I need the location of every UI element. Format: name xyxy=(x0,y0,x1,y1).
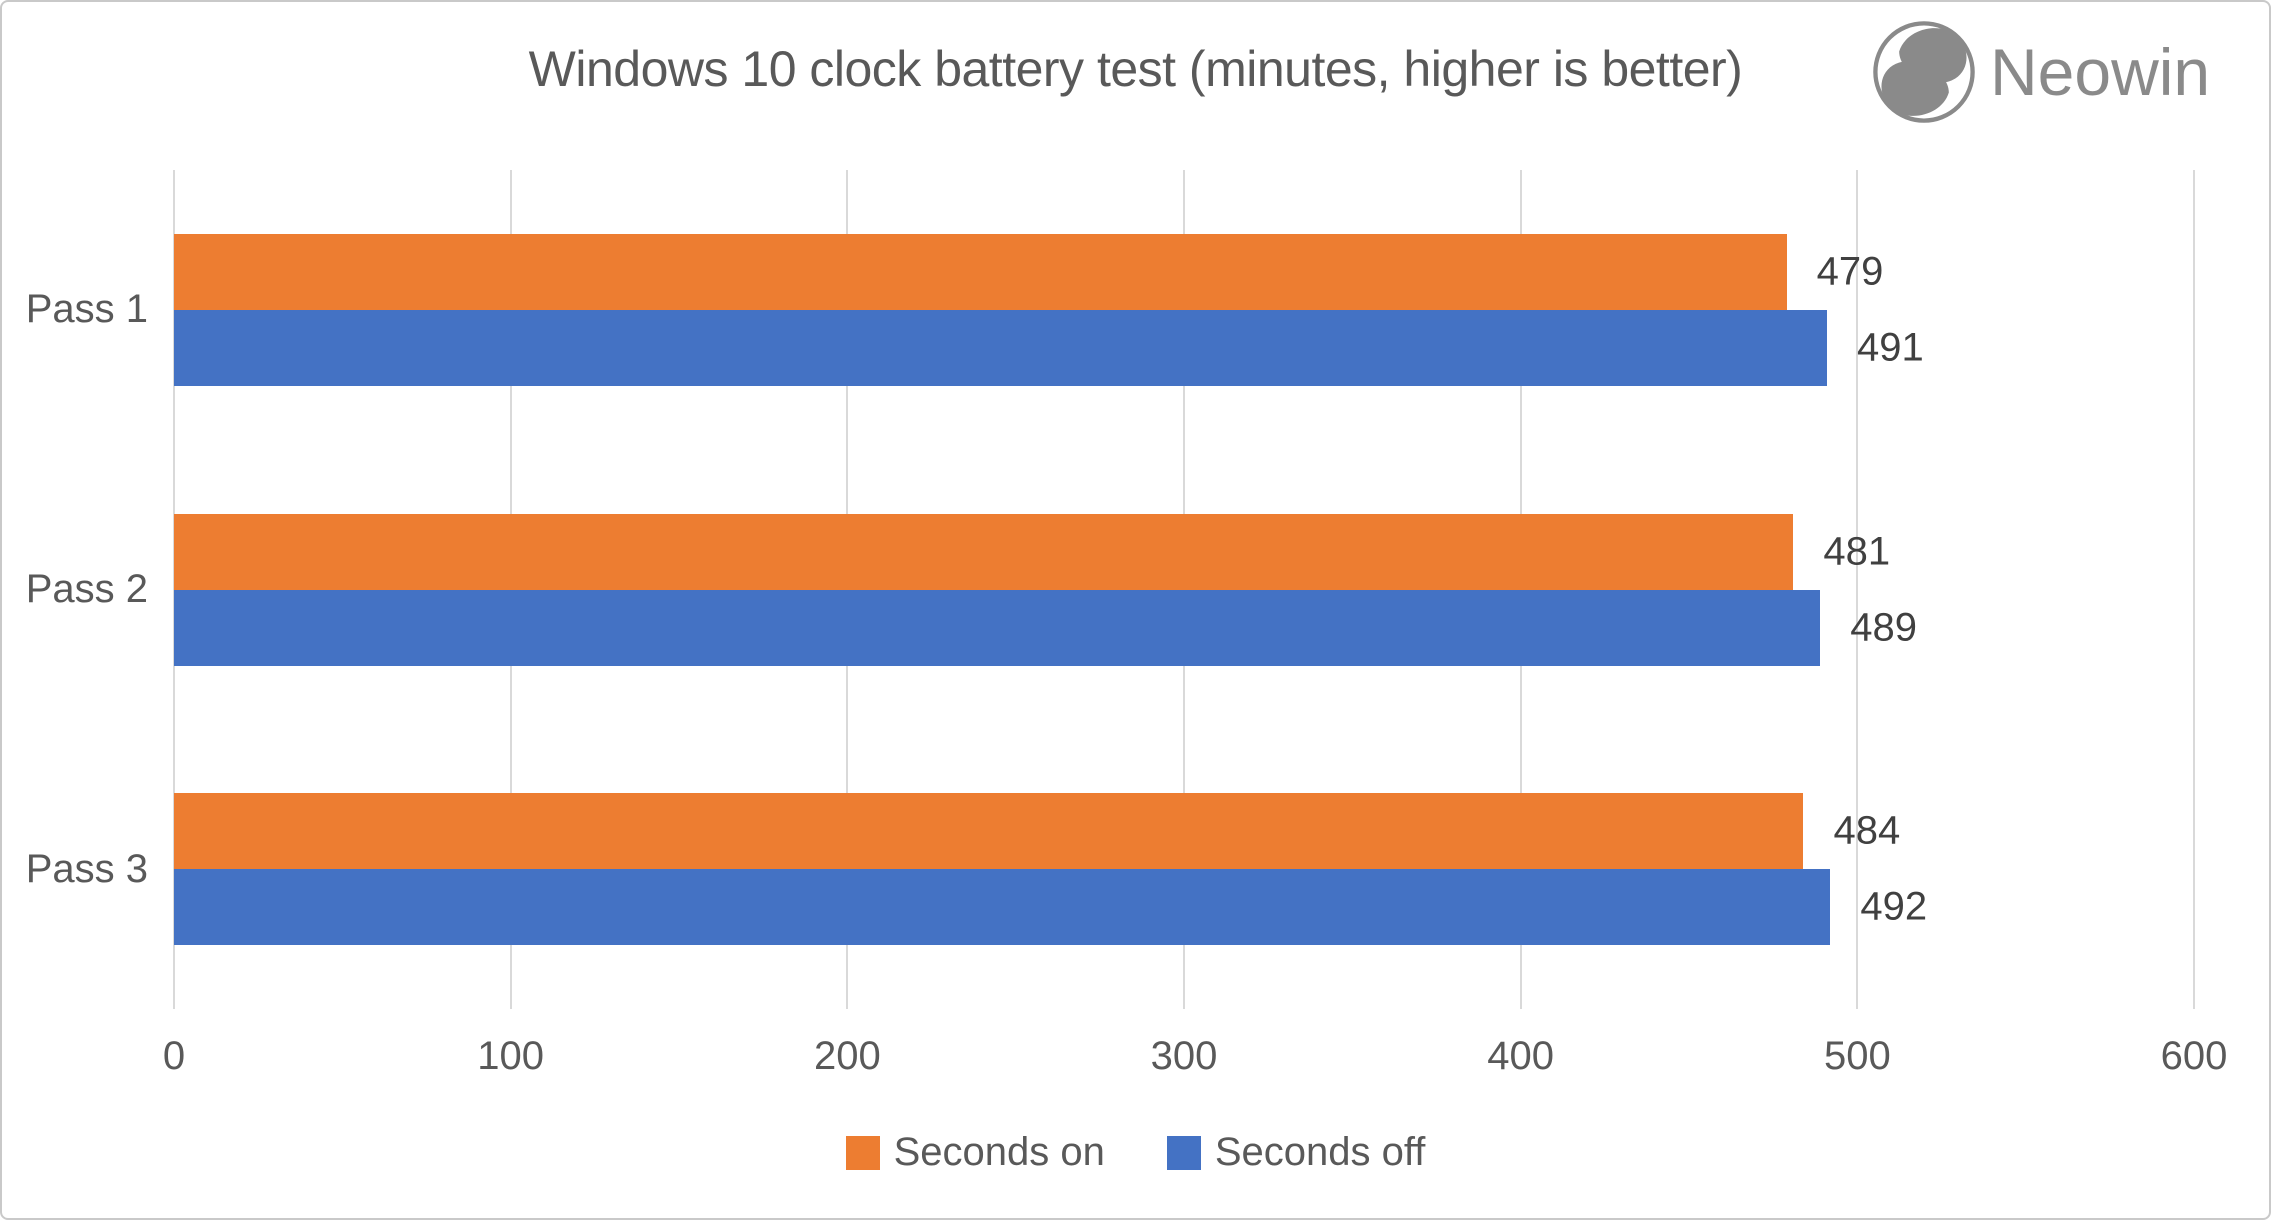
x-tick-label-100: 100 xyxy=(477,1034,545,1078)
legend-item-seconds-off: Seconds off xyxy=(1166,1130,1426,1175)
bar-seconds-off-pass-2: 489 xyxy=(174,589,1917,666)
legend-item-seconds-on: Seconds on xyxy=(845,1130,1105,1175)
value-axis: 0 100 200 300 400 500 600 xyxy=(163,1034,2228,1086)
legend-swatch-seconds-off xyxy=(1166,1135,1201,1170)
category-band-pass-2: 481 489 xyxy=(174,450,2194,730)
neowin-logo-text: Neowin xyxy=(1990,35,2211,109)
bar-value-label: 489 xyxy=(1850,605,1918,649)
bar-value-label: 484 xyxy=(1833,808,1901,853)
bar-seconds-off-pass-3: 492 xyxy=(174,869,1927,946)
neowin-logo-icon xyxy=(1873,21,1975,123)
x-tick-label-300: 300 xyxy=(1150,1034,1218,1078)
category-axis: Pass 1 Pass 2 Pass 3 xyxy=(2,170,148,1009)
bar-value-label: 479 xyxy=(1816,249,1884,294)
bar-rows: 479 491 481 489 484 492 xyxy=(174,170,2194,1009)
bar-seconds-on-pass-2: 481 xyxy=(174,513,1890,590)
x-tick-label-500: 500 xyxy=(1823,1034,1891,1078)
gridline-600 xyxy=(2193,170,2195,1009)
x-tick-label-400: 400 xyxy=(1487,1034,1555,1078)
x-tick-label-600: 600 xyxy=(2160,1034,2228,1078)
category-label-pass-3: Pass 3 xyxy=(25,846,148,891)
category-label-pass-2: Pass 2 xyxy=(25,567,148,611)
x-tick-label-200: 200 xyxy=(813,1034,881,1078)
category-band-pass-3: 484 492 xyxy=(174,729,2194,1009)
category-label-pass-1: Pass 1 xyxy=(25,287,148,332)
neowin-logo: Neowin xyxy=(1870,18,2210,126)
bar-seconds-on-pass-1: 479 xyxy=(174,233,1883,310)
legend-label-seconds-on: Seconds on xyxy=(893,1130,1105,1174)
chart-title: Windows 10 clock battery test (minutes, … xyxy=(528,41,1743,97)
bar-value-label: 491 xyxy=(1857,325,1924,370)
x-tick-label-0: 0 xyxy=(162,1034,186,1078)
bar-value-label: 481 xyxy=(1823,529,1891,573)
legend-label-seconds-off: Seconds off xyxy=(1214,1130,1426,1174)
bar-seconds-on-pass-3: 484 xyxy=(174,793,1900,870)
legend: Seconds on Seconds off xyxy=(2,1130,2269,1175)
category-band-pass-1: 479 491 xyxy=(174,170,2194,450)
plot-area: 479 491 481 489 484 492 xyxy=(173,170,2195,1009)
bar-seconds-off-pass-1: 491 xyxy=(174,309,1924,386)
legend-swatch-seconds-on xyxy=(845,1135,880,1170)
bar-value-label: 492 xyxy=(1860,884,1928,929)
gridline-500 xyxy=(1856,170,1859,1009)
